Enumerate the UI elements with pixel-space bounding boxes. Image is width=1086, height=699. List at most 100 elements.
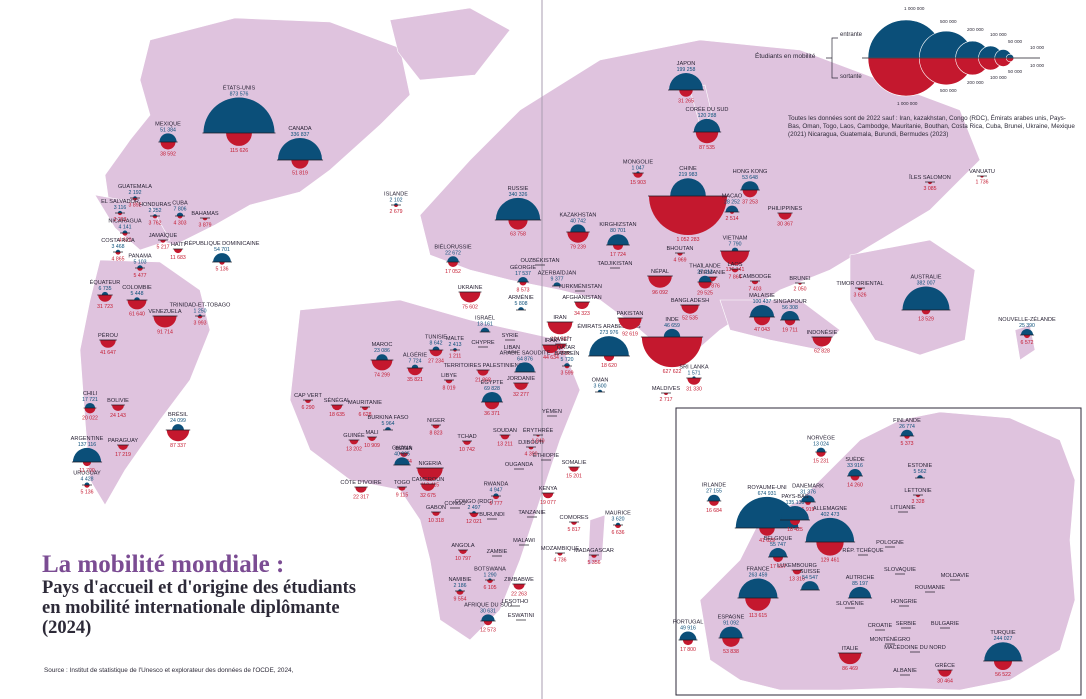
incoming-semicircle (515, 362, 535, 372)
incoming-semicircle (900, 429, 914, 436)
outgoing-semicircle (500, 435, 510, 440)
outgoing-semicircle (698, 282, 712, 289)
outgoing-value: 74 299 (374, 372, 390, 378)
europe-inset-land (699, 411, 1076, 691)
country-name: PARAGUAY (108, 438, 139, 444)
outgoing-value: 16 728 (553, 351, 569, 357)
legend-size-circles (826, 19, 1040, 97)
incoming-semicircle (816, 447, 826, 452)
outgoing-value: 15 903 (630, 180, 646, 186)
outgoing-semicircle (394, 205, 398, 207)
outgoing-value: 4 865 (112, 257, 125, 263)
outgoing-value: 6 105 (484, 585, 497, 591)
country-name: ZAMBIE (487, 549, 508, 555)
country-name: BRUNEI (789, 276, 811, 282)
incoming-value: 25 390 (1019, 323, 1035, 329)
country-symbol: SOUDAN 13 211 (493, 428, 517, 447)
outgoing-value: 87 337 (170, 443, 186, 449)
country-name: NORVÈGE (807, 435, 835, 442)
outgoing-value: 31 265 (678, 99, 694, 105)
outgoing-semicircle (456, 591, 464, 595)
country-name: CHILI (83, 391, 98, 397)
outgoing-value: 6 572 (1021, 340, 1034, 346)
country-name: COMORES (560, 515, 589, 521)
outgoing-value: 44 634 (543, 355, 559, 361)
country-symbol: PHILIPPINES 30 367 (768, 206, 803, 228)
outgoing-semicircle (681, 305, 699, 314)
country-name: LETTONIE (904, 488, 932, 494)
outgoing-value: 4 736 (554, 558, 567, 564)
outgoing-semicircle (528, 447, 534, 450)
incoming-semicircle (137, 265, 143, 268)
outgoing-semicircle (857, 288, 863, 291)
outgoing-value: 91 714 (157, 330, 173, 336)
country-name: DJIBOUTI (518, 440, 544, 446)
country-symbol: VANUATU 1 736 (969, 169, 995, 186)
outgoing-value: 6 628 (359, 412, 372, 418)
outgoing-semicircle (118, 445, 128, 450)
country-name: COLOMBIE (122, 285, 152, 291)
legend-out-size-5: 50 000 (1008, 69, 1023, 74)
outgoing-semicircle (160, 240, 166, 243)
outgoing-value: 17 557 (770, 564, 786, 570)
incoming-semicircle (72, 447, 102, 462)
country-name: SOUDAN (493, 428, 517, 434)
outgoing-semicircle (463, 441, 471, 445)
country-name: SERBIE (896, 621, 917, 627)
incoming-value: 13 024 (813, 442, 829, 448)
incoming-semicircle (984, 642, 1022, 661)
outgoing-semicircle (731, 269, 739, 273)
incoming-value: 54 701 (214, 247, 230, 253)
country-name: NIGER (427, 418, 445, 424)
incoming-semicircle (698, 275, 712, 282)
incoming-value: 9 377 (551, 276, 564, 282)
country-name: TUNISIE (425, 334, 447, 340)
country-name: QATAR (557, 345, 575, 351)
incoming-semicircle (692, 376, 696, 378)
country-name: SLOVAQUIE (884, 567, 916, 573)
incoming-value: 3 116 (114, 205, 127, 211)
outgoing-semicircle (127, 300, 147, 310)
country-symbol: TERRITOIRES PALESTINIENS 21 868 (444, 363, 523, 384)
country-symbol: CAMBODGE 7 403 (739, 274, 772, 292)
country-name: CAMBODGE (739, 274, 772, 280)
country-name: COSTA RICA (101, 238, 135, 244)
incoming-semicircle (719, 626, 743, 638)
incoming-semicircle (277, 137, 323, 160)
incoming-semicircle (453, 348, 457, 350)
country-name: TERRITOIRES PALESTINIENS (444, 363, 523, 369)
country-symbol: SYRIE (502, 333, 519, 341)
outgoing-value: 12 021 (466, 519, 482, 525)
outgoing-value: 52 535 (682, 316, 698, 322)
outgoing-value: 12 876 (704, 283, 720, 289)
outgoing-semicircle (536, 435, 540, 437)
country-name: MAURICE (605, 511, 631, 517)
outgoing-semicircle (483, 621, 493, 626)
outgoing-semicircle (571, 522, 577, 525)
incoming-semicircle (564, 363, 570, 366)
outgoing-semicircle (448, 262, 458, 267)
incoming-semicircle (481, 391, 503, 402)
outgoing-semicircle (304, 400, 312, 404)
country-symbol: ÉRYTHRÉE 1 840 (523, 427, 554, 445)
country-symbol: BRUNEI 2 050 (789, 276, 811, 293)
outgoing-semicircle (152, 216, 158, 219)
central-america-land (94, 194, 171, 251)
outgoing-value: 5 136 (216, 267, 229, 273)
country-name: PANAMA (128, 253, 151, 259)
outgoing-value: 15 201 (566, 474, 582, 480)
incoming-value: 49 916 (680, 626, 696, 632)
